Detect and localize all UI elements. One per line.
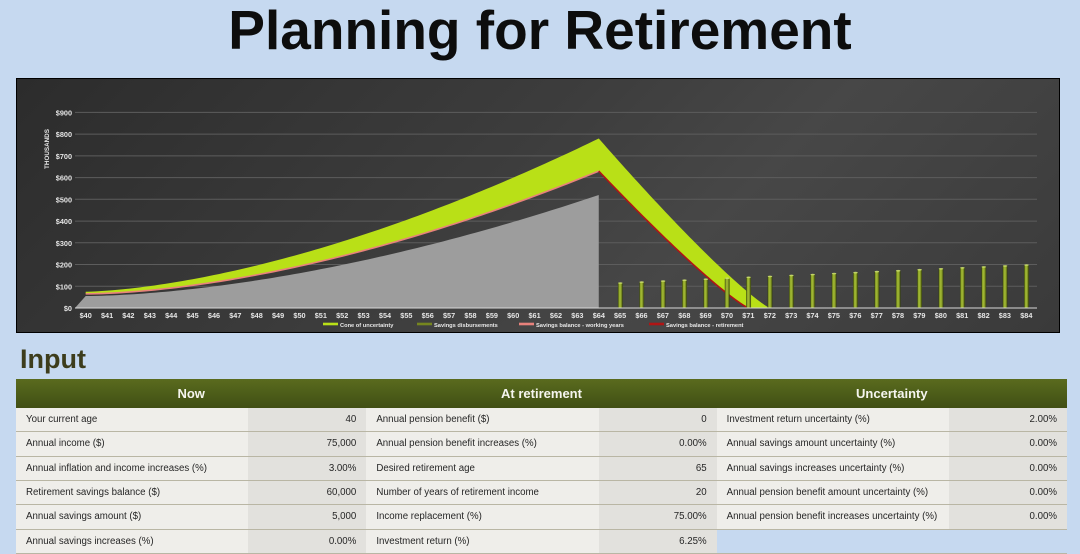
svg-text:$45: $45 [187,311,199,320]
svg-text:Savings balance - retirement: Savings balance - retirement [666,323,744,329]
svg-text:THOUSANDS: THOUSANDS [44,129,51,169]
svg-text:$66: $66 [635,311,647,320]
svg-text:$40: $40 [80,311,92,320]
svg-text:$57: $57 [443,311,455,320]
svg-text:$64: $64 [593,311,606,320]
svg-text:$800: $800 [56,130,72,139]
svg-text:$54: $54 [379,311,392,320]
svg-text:$82: $82 [978,311,990,320]
svg-text:$46: $46 [208,311,220,320]
svg-text:$50: $50 [293,311,305,320]
svg-text:$63: $63 [571,311,583,320]
svg-text:$51: $51 [315,311,327,320]
svg-text:Cone of uncertainty: Cone of uncertainty [340,323,394,329]
svg-text:$77: $77 [871,311,883,320]
svg-text:$61: $61 [529,311,541,320]
svg-text:$49: $49 [272,311,284,320]
svg-text:$700: $700 [56,152,72,161]
svg-text:$62: $62 [550,311,562,320]
svg-text:$71: $71 [742,311,754,320]
svg-text:$53: $53 [358,311,370,320]
svg-text:$55: $55 [400,311,412,320]
svg-text:$81: $81 [956,311,968,320]
svg-text:$70: $70 [721,311,733,320]
svg-text:$65: $65 [614,311,626,320]
svg-text:$48: $48 [251,311,263,320]
svg-text:$83: $83 [999,311,1011,320]
svg-text:$69: $69 [700,311,712,320]
svg-text:$400: $400 [56,217,72,226]
svg-text:$41: $41 [101,311,113,320]
svg-text:$78: $78 [892,311,904,320]
svg-text:$60: $60 [507,311,519,320]
svg-text:$84: $84 [1020,311,1033,320]
svg-text:$75: $75 [828,311,840,320]
svg-text:$72: $72 [764,311,776,320]
svg-text:Savings disbursements: Savings disbursements [434,323,498,329]
svg-text:$56: $56 [422,311,434,320]
svg-text:$67: $67 [657,311,669,320]
svg-text:$44: $44 [165,311,178,320]
svg-text:$42: $42 [122,311,134,320]
svg-text:$68: $68 [678,311,690,320]
svg-text:$0: $0 [64,304,72,313]
svg-text:$52: $52 [336,311,348,320]
svg-text:$300: $300 [56,239,72,248]
svg-text:$74: $74 [806,311,819,320]
svg-text:$58: $58 [464,311,476,320]
svg-text:$200: $200 [56,261,72,270]
svg-text:$73: $73 [785,311,797,320]
svg-text:$76: $76 [849,311,861,320]
svg-text:$47: $47 [229,311,241,320]
svg-text:$600: $600 [56,174,72,183]
svg-text:$900: $900 [56,108,72,117]
svg-text:$43: $43 [144,311,156,320]
svg-text:Savings balance - working year: Savings balance - working years [536,323,624,329]
svg-text:$59: $59 [486,311,498,320]
svg-text:$79: $79 [913,311,925,320]
svg-text:$100: $100 [56,282,72,291]
svg-text:$500: $500 [56,195,72,204]
svg-text:$80: $80 [935,311,947,320]
